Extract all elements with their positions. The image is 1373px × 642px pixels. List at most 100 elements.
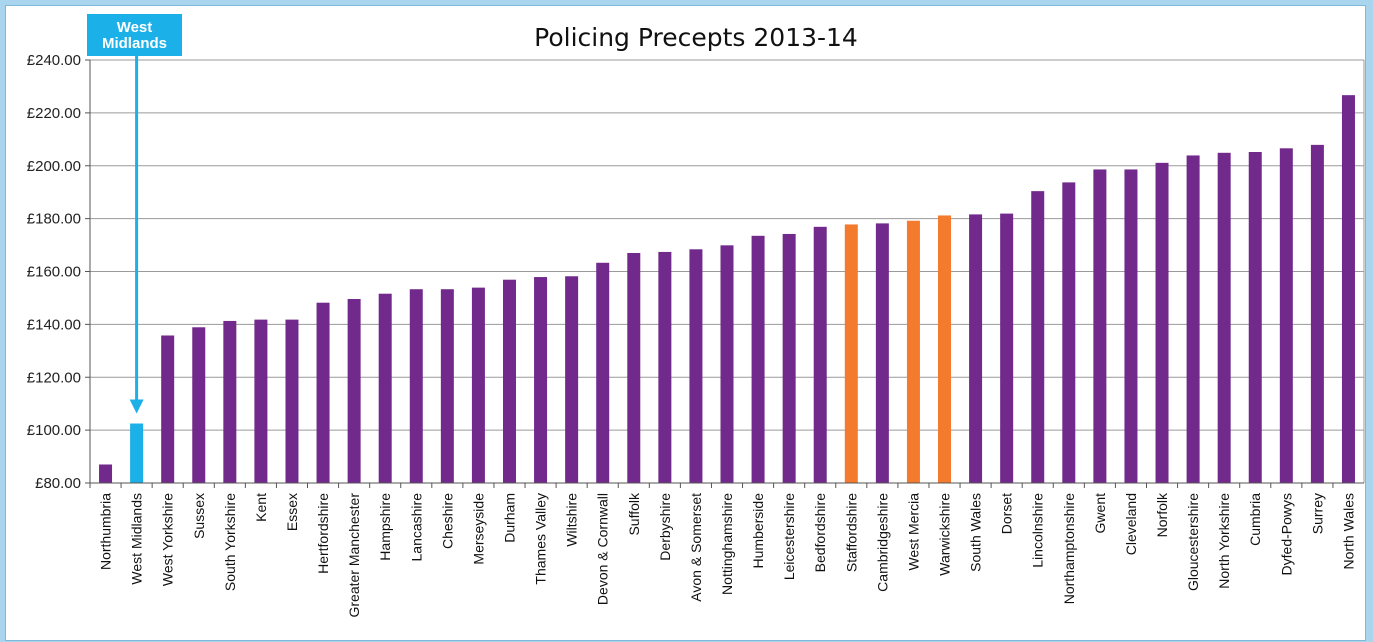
x-tick-label-west-yorkshire: West Yorkshire <box>160 493 176 586</box>
bar-south-wales <box>969 214 983 483</box>
bar-surrey <box>1310 144 1324 483</box>
x-tick-label-sussex: Sussex <box>191 493 207 539</box>
y-tick-label: £120.00 <box>27 369 81 386</box>
y-tick-label: £100.00 <box>27 422 81 439</box>
x-tick-label-south-wales: South Wales <box>968 493 984 572</box>
x-tick-label-greater-manchester: Greater Manchester <box>346 493 362 618</box>
y-tick-label: £180.00 <box>27 211 81 228</box>
y-tick-label: £80.00 <box>35 475 81 492</box>
bar-north-yorkshire <box>1217 152 1231 483</box>
bar-sussex <box>192 327 206 483</box>
bar-warwickshire <box>938 215 952 483</box>
y-tick-label: £240.00 <box>27 52 81 69</box>
x-tick-label-northamptonshire: Northamptonshire <box>1061 493 1077 604</box>
x-tick-label-nottinghamshire: Nottinghamshire <box>719 493 735 595</box>
bar-cumbria <box>1248 152 1262 483</box>
x-tick-label-north-yorkshire: North Yorkshire <box>1216 493 1232 589</box>
bar-cambridgeshire <box>875 223 889 484</box>
bar-lincolnshire <box>1031 191 1045 483</box>
x-tick-label-west-midlands: West Midlands <box>129 493 145 585</box>
x-tick-label-cambridgeshire: Cambridgeshire <box>874 493 890 592</box>
x-tick-label-cheshire: Cheshire <box>439 493 455 549</box>
y-tick-label: £200.00 <box>27 158 81 175</box>
bar-hampshire <box>378 293 392 483</box>
y-axis: £80.00 £100.00 £120.00 £140.00 £160.00 £180.0… <box>27 52 1365 492</box>
bar-dorset <box>1000 213 1014 483</box>
x-tick-label-lancashire: Lancashire <box>408 493 424 562</box>
bar-wiltshire <box>565 276 579 483</box>
bar-chart: Policing Precepts 2013-14 £80.00£100.00£… <box>27 14 1365 618</box>
x-tick-label-essex: Essex <box>284 493 300 531</box>
bar-north-wales <box>1341 95 1355 484</box>
bar-essex <box>285 319 299 483</box>
x-tick-label-gloucestershire: Gloucestershire <box>1185 493 1201 591</box>
bar-hertfordshire <box>316 302 330 483</box>
x-tick-label-humberside: Humberside <box>750 493 766 569</box>
bar-humberside <box>751 235 765 483</box>
bar-cleveland <box>1124 169 1138 484</box>
x-axis: Northumbria West Midlands West Yorkshire Su… <box>89 482 1364 618</box>
bar-west-mercia <box>906 220 920 484</box>
x-tick-label-merseyside: Merseyside <box>470 493 486 565</box>
bar-avon-somerset <box>689 249 703 483</box>
callout-arrowhead-icon <box>129 399 144 414</box>
bar-merseyside <box>471 287 485 483</box>
x-tick-label-west-mercia: West Mercia <box>905 493 921 571</box>
bar-dyfed-powys <box>1279 148 1293 483</box>
bar-norfolk <box>1155 162 1169 484</box>
y-tick-label: £140.00 <box>27 316 81 333</box>
bar-south-yorkshire <box>223 320 237 483</box>
bar-greater-manchester <box>347 298 361 483</box>
x-tick-label-bedfordshire: Bedfordshire <box>812 493 828 573</box>
bar-west-yorkshire <box>161 335 175 483</box>
x-tick-label-suffolk: Suffolk <box>626 492 642 536</box>
bar-northumbria <box>99 464 113 483</box>
x-tick-label-thames-valley: Thames Valley <box>533 493 549 585</box>
bar-west-midlands <box>130 423 144 483</box>
bars <box>99 95 1355 484</box>
callout-box <box>87 14 182 56</box>
bar-gloucestershire <box>1186 155 1200 483</box>
x-tick-label-durham: Durham <box>501 493 517 543</box>
x-tick-label-gwent: Gwent <box>1092 493 1108 534</box>
x-tick-label-hampshire: Hampshire <box>377 493 393 561</box>
x-tick-label-norfolk: Norfolk <box>1154 492 1170 537</box>
x-tick-label-cumbria: Cumbria <box>1247 493 1263 546</box>
bar-kent <box>254 319 268 483</box>
x-tick-label-lincolnshire: Lincolnshire <box>1030 493 1046 568</box>
x-tick-label-leicestershire: Leicestershire <box>781 493 797 580</box>
bar-lancashire <box>409 289 423 483</box>
bar-thames-valley <box>534 277 548 483</box>
x-tick-label-derbyshire: Derbyshire <box>657 493 673 561</box>
bar-leicestershire <box>782 233 796 483</box>
chart-frame: Policing Precepts 2013-14 £80.00 £100.00 £… <box>5 5 1366 641</box>
bar-suffolk <box>627 252 641 483</box>
x-tick-label-devon-cornwall: Devon & Cornwall <box>595 493 611 605</box>
bar-staffordshire <box>844 224 858 483</box>
bar-durham <box>502 279 516 483</box>
bar-cheshire <box>440 289 454 483</box>
x-tick-label-staffordshire: Staffordshire <box>843 493 859 572</box>
y-tick-label: £220.00 <box>27 105 81 122</box>
x-tick-label-dyfed-powys: Dyfed-Powys <box>1278 493 1294 575</box>
bar-bedfordshire <box>813 226 827 483</box>
callout-label: Midlands <box>102 35 167 52</box>
x-tick-label-avon-somerset: Avon & Somerset <box>688 493 704 602</box>
x-tick-label-north-wales: North Wales <box>1340 493 1356 570</box>
bar-nottinghamshire <box>720 245 734 483</box>
x-tick-label-cleveland: Cleveland <box>1123 493 1139 555</box>
x-tick-label-wiltshire: Wiltshire <box>564 493 580 547</box>
y-tick-label: £160.00 <box>27 264 81 281</box>
chart-title: Policing Precepts 2013-14 <box>534 23 858 52</box>
bar-derbyshire <box>658 251 672 483</box>
bar-devon-cornwall <box>596 262 610 483</box>
x-tick-label-south-yorkshire: South Yorkshire <box>222 493 238 591</box>
x-tick-label-dorset: Dorset <box>999 493 1015 534</box>
x-tick-label-surrey: Surrey <box>1309 493 1325 534</box>
callout-label: West <box>117 19 153 36</box>
bar-gwent <box>1093 169 1107 484</box>
x-tick-label-hertfordshire: Hertfordshire <box>315 493 331 574</box>
x-tick-label-northumbria: Northumbria <box>98 493 114 570</box>
x-tick-label-kent: Kent <box>253 493 269 522</box>
